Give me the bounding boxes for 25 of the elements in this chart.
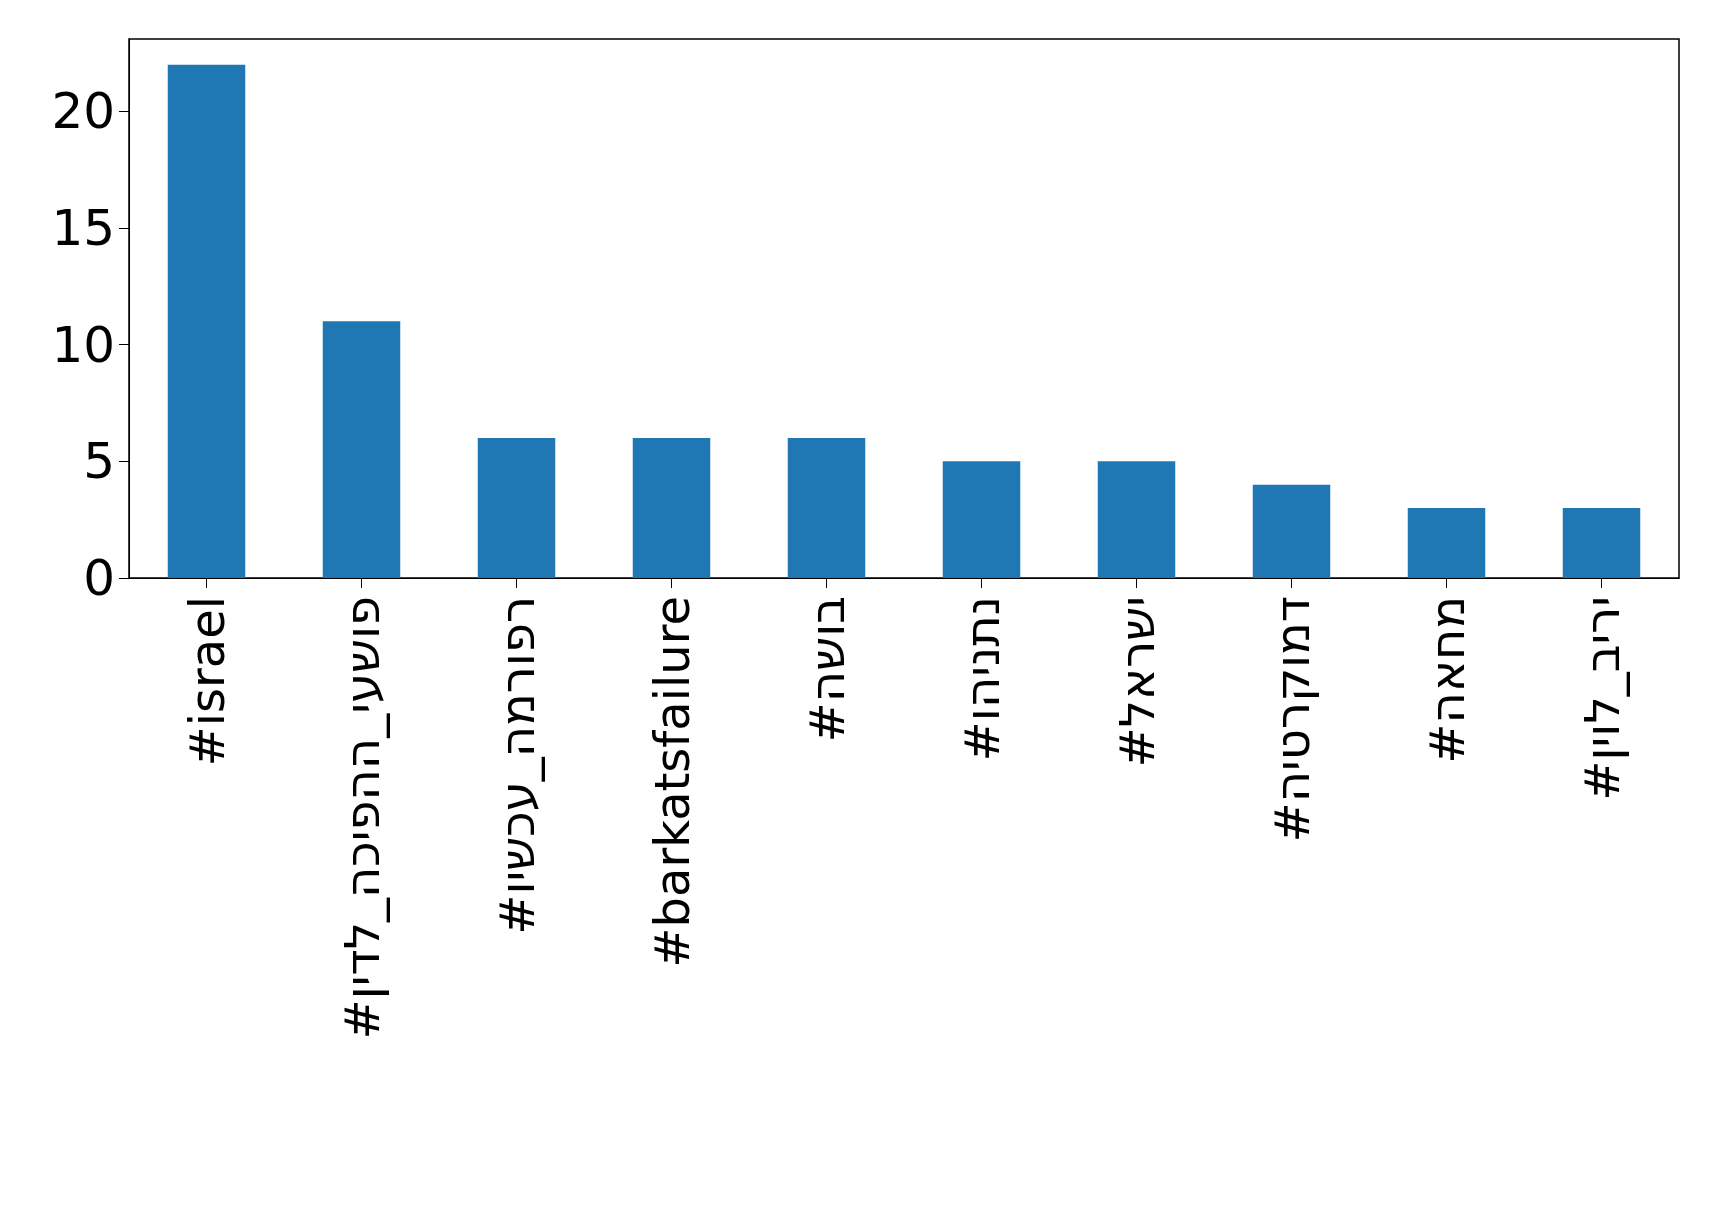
y-tick-label: 10 <box>51 315 115 374</box>
x-tick-label: #רפורמה_עכשיו <box>488 596 545 935</box>
bar <box>167 64 246 578</box>
x-tick-label: #יריב_לוין <box>1573 596 1630 801</box>
x-tick-label: #barkatsfailure <box>643 596 700 968</box>
bar <box>477 438 556 578</box>
y-tick-label: 5 <box>83 432 115 491</box>
y-tick-label: 0 <box>83 549 115 607</box>
x-tick-label: #israel <box>178 596 235 767</box>
bar <box>1562 508 1641 578</box>
bar <box>787 438 866 578</box>
x-tick-label: #מחאה <box>1418 596 1475 764</box>
bar <box>942 461 1021 578</box>
bar <box>1407 508 1486 578</box>
bar <box>1252 484 1331 578</box>
x-tick-label: #נתניהו <box>953 596 1010 762</box>
bar <box>632 438 711 578</box>
x-tick-label: #דמוקרטיה <box>1263 596 1320 843</box>
x-tick-label: #ישראל <box>1108 596 1165 768</box>
y-tick-label: 20 <box>51 82 115 141</box>
bar <box>322 321 401 578</box>
x-tick-label: #פושעי_ההפיכה_לדין <box>333 596 390 1040</box>
bar <box>1097 461 1176 578</box>
x-tick-label: #בושה <box>798 596 855 743</box>
y-tick-label: 15 <box>51 199 115 257</box>
